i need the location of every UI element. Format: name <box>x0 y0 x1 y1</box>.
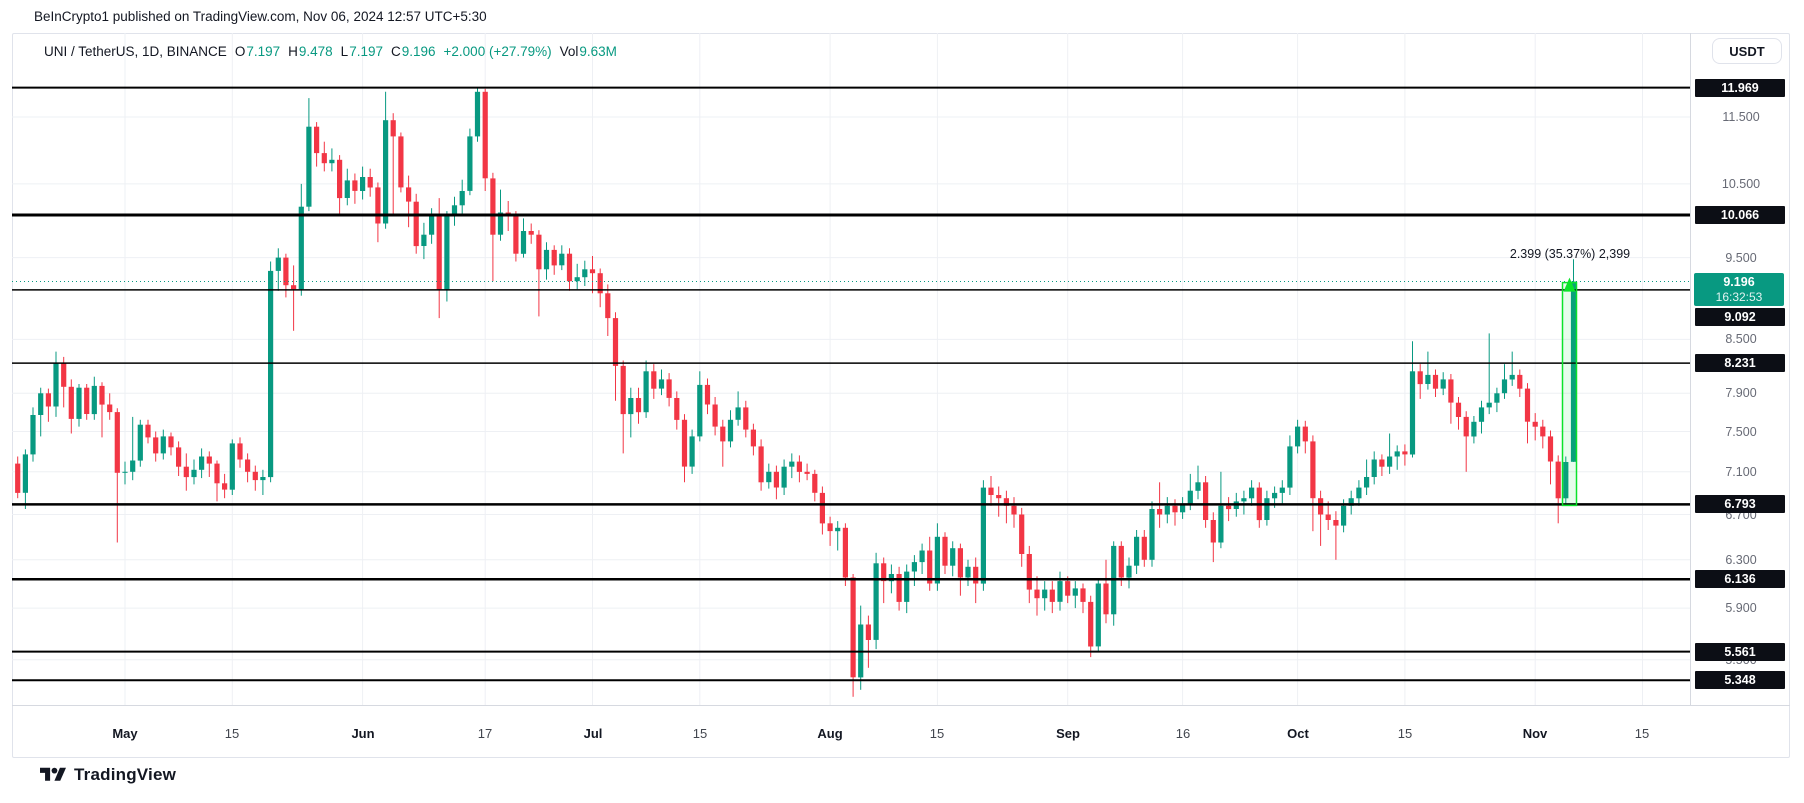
price-tick-label: 7.500 <box>1725 425 1757 439</box>
time-axis[interactable]: May 15 Jun 17 Jul 15 Aug 15 Sep 16 Oct 15 Nov 15 <box>12 705 1790 759</box>
price-level-badge: 6.793 <box>1695 495 1785 513</box>
time-axis-day-label: 17 <box>477 726 493 741</box>
time-axis-day-label: 16 <box>1175 726 1191 741</box>
low-label: L <box>340 44 349 59</box>
price-scale[interactable]: 11.500 10.500 9.500 8.500 7.900 7.500 7.100 6.7… <box>1690 33 1791 705</box>
time-axis-day-label: 15 <box>1634 726 1650 741</box>
price-level-badge: 11.969 <box>1695 79 1785 97</box>
time-axis-day-label: 15 <box>1397 726 1413 741</box>
symbol-title[interactable]: UNI / TetherUS, 1D, BINANCE <box>44 44 227 59</box>
price-tick-label: 9.500 <box>1725 251 1757 265</box>
time-axis-month-label: Nov <box>1522 726 1548 741</box>
price-level-badge: 8.231 <box>1695 354 1785 372</box>
volume-label: Vol <box>559 44 579 59</box>
time-axis-day-label: 15 <box>692 726 708 741</box>
low-value: 7.197 <box>349 44 383 59</box>
price-tick-label: 6.300 <box>1725 553 1757 567</box>
time-axis-month-label: Sep <box>1056 726 1080 741</box>
time-axis-month-label: Oct <box>1287 726 1309 741</box>
current-price-value: 9.196 <box>1723 275 1755 289</box>
price-level-badge: 9.092 <box>1695 308 1785 326</box>
price-tick-label: 8.500 <box>1725 332 1757 346</box>
price-level-badge: 6.136 <box>1695 570 1785 588</box>
price-tick-label: 7.100 <box>1725 465 1757 479</box>
price-tick-label: 11.500 <box>1722 110 1760 124</box>
price-tick-label: 5.900 <box>1725 601 1757 615</box>
chart-legend: UNI / TetherUS, 1D, BINANCE O 7.197 H 9.47… <box>44 44 617 59</box>
volume-value: 9.63M <box>579 44 617 59</box>
price-level-badge: 10.066 <box>1695 206 1785 224</box>
tradingview-logo-text: TradingView <box>74 765 177 784</box>
close-value: 9.196 <box>401 44 436 59</box>
high-value: 9.478 <box>298 44 333 59</box>
price-chart[interactable] <box>12 33 1790 758</box>
high-label: H <box>288 44 298 59</box>
time-axis-day-label: 15 <box>224 726 240 741</box>
price-level-badge: 5.561 <box>1695 643 1785 661</box>
change-value: +2.000 (+27.79%) <box>443 44 552 59</box>
time-axis-month-label: Aug <box>817 726 843 741</box>
open-label: O <box>234 44 246 59</box>
price-level-badge: 5.348 <box>1695 671 1785 689</box>
time-axis-month-label: May <box>112 726 138 741</box>
open-value: 7.197 <box>246 44 281 59</box>
current-price-badge: 9.196 16:32:53 <box>1694 273 1784 306</box>
tradingview-logo-icon <box>40 767 66 781</box>
time-axis-month-label: Jul <box>583 726 603 741</box>
currency-toggle-button[interactable]: USDT <box>1712 38 1782 64</box>
tradingview-attribution[interactable]: TradingView <box>40 764 176 786</box>
bar-countdown-timer: 16:32:53 <box>1715 290 1763 304</box>
attribution-text: BeInCrypto1 published on TradingView.com… <box>34 9 487 24</box>
price-tick-label: 7.900 <box>1725 386 1757 400</box>
chart-widget: UNI / TetherUS, 1D, BINANCE O 7.197 H 9.47… <box>12 33 1790 758</box>
measure-annotation-label: 2.399 (35.37%) 2,399 <box>1509 247 1631 261</box>
price-tick-label: 10.500 <box>1721 177 1761 191</box>
time-axis-day-label: 15 <box>929 726 945 741</box>
time-axis-month-label: Jun <box>351 726 375 741</box>
close-label: C <box>390 44 401 59</box>
